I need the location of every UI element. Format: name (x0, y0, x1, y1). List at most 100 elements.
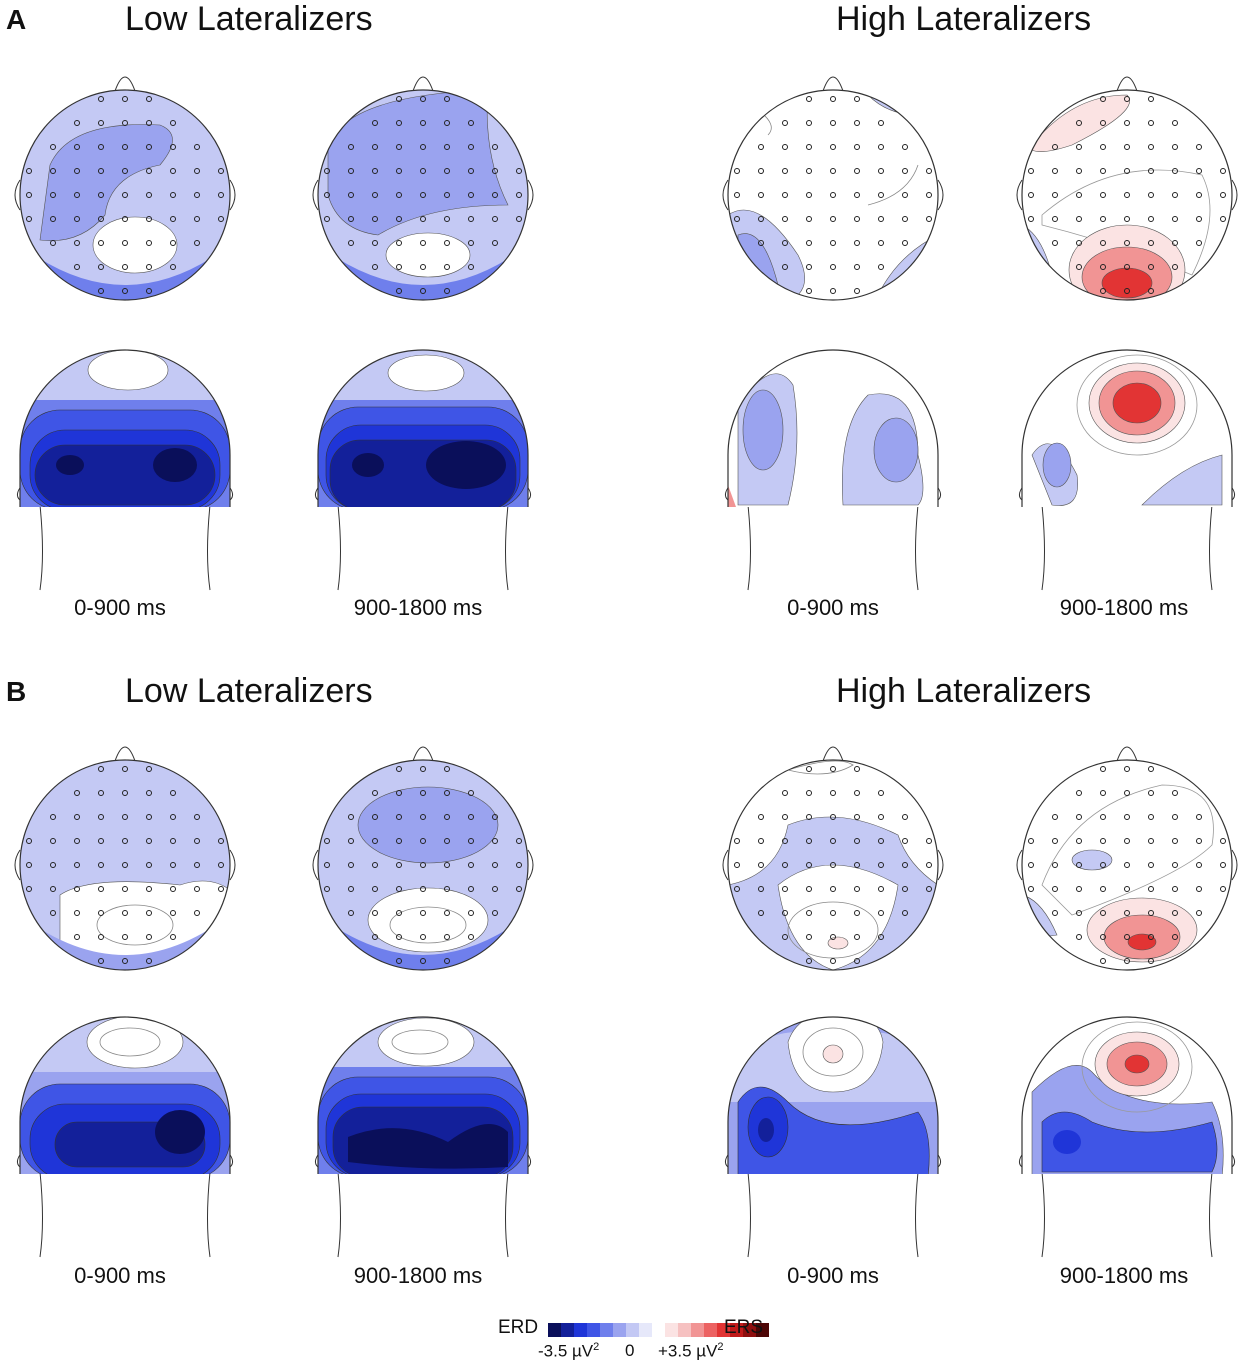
electrode-dot (348, 240, 354, 246)
electrode-dot (420, 862, 426, 868)
electrode-dot (444, 910, 450, 916)
electrode-dot (194, 144, 200, 150)
electrode-dot (1124, 958, 1130, 964)
electrode-dot (492, 886, 498, 892)
electrode-dot (98, 144, 104, 150)
electrode-dot (194, 240, 200, 246)
electrode-dot (122, 240, 128, 246)
electrode-dot (98, 120, 104, 126)
electrode-dot (396, 96, 402, 102)
electrode-dot (1076, 934, 1082, 940)
electrode-dot (1196, 168, 1202, 174)
electrode-dot (830, 790, 836, 796)
electrode-dot (1196, 240, 1202, 246)
electrode-dot (26, 838, 32, 844)
electrode-dot (782, 264, 788, 270)
electrode-dot (830, 934, 836, 940)
electrode-dot (830, 838, 836, 844)
title-a-low: Low Lateralizers (125, 0, 373, 38)
electrode-dot (1052, 144, 1058, 150)
electrode-dot (468, 120, 474, 126)
electrode-dot (50, 192, 56, 198)
electrode-dot (1148, 886, 1154, 892)
electrode-dot (146, 192, 152, 198)
electrode-dot (170, 886, 176, 892)
electrode-dot (1148, 216, 1154, 222)
electrode-dot (806, 862, 812, 868)
electrode-dot (98, 168, 104, 174)
electrode-dot (218, 862, 224, 868)
electrode-dot (146, 886, 152, 892)
topomap-a-high-900-1800-back (1018, 349, 1236, 591)
electrode-dot (194, 838, 200, 844)
electrode-dot (806, 288, 812, 294)
electrode-dot (1052, 862, 1058, 868)
electrode-dot (26, 862, 32, 868)
electrode-dot (926, 838, 932, 844)
electrode-dot (1076, 790, 1082, 796)
electrode-dot (98, 216, 104, 222)
electrode-dot (396, 264, 402, 270)
legend-erd-label: ERD (498, 1317, 539, 1338)
electrode-dot (468, 240, 474, 246)
electrode-dot (372, 910, 378, 916)
electrode-dot (1124, 240, 1130, 246)
electrode-dot (1076, 216, 1082, 222)
legend-swatch (743, 1323, 756, 1337)
topomap-b-high-900-1800-back (1018, 1016, 1236, 1258)
electrode-dot (1172, 240, 1178, 246)
electrode-dot (854, 766, 860, 772)
electrode-dot (854, 192, 860, 198)
electrode-dot (758, 168, 764, 174)
electrode-dot (1196, 144, 1202, 150)
legend-ers-label: ERS (724, 1317, 764, 1338)
electrode-dot (806, 814, 812, 820)
electrode-dot (1100, 168, 1106, 174)
electrode-dot (878, 192, 884, 198)
electrode-dot (758, 192, 764, 198)
electrode-dot (1172, 910, 1178, 916)
electrode-dot (1148, 790, 1154, 796)
legend-swatch (704, 1323, 717, 1337)
electrode-dot (830, 168, 836, 174)
electrode-dot (122, 264, 128, 270)
electrode-dot (122, 192, 128, 198)
electrode-dot (324, 862, 330, 868)
electrode-dot (1100, 766, 1106, 772)
electrode-dot (902, 838, 908, 844)
electrode-dot (26, 216, 32, 222)
electrode-dot (396, 934, 402, 940)
electrode-dot (74, 216, 80, 222)
legend-swatch (587, 1323, 600, 1337)
electrode-dot (444, 168, 450, 174)
electrode-dot (806, 838, 812, 844)
electrode-dot (170, 862, 176, 868)
electrode-dot (492, 814, 498, 820)
electrode-dot (758, 910, 764, 916)
electrode-dot (170, 216, 176, 222)
time-label-b-high-1: 0-900 ms (787, 1263, 879, 1288)
electrode-dot (468, 264, 474, 270)
electrode-dot (758, 838, 764, 844)
electrode-dot (854, 814, 860, 820)
electrode-dot (1100, 838, 1106, 844)
title-b-high: High Lateralizers (836, 672, 1092, 710)
electrode-dot (324, 216, 330, 222)
electrode-dot (1100, 144, 1106, 150)
electrode-dot (74, 910, 80, 916)
electrode-dot (170, 192, 176, 198)
electrode-dot (1100, 240, 1106, 246)
electrode-dot (1100, 216, 1106, 222)
electrode-dot (146, 838, 152, 844)
electrode-dot (830, 120, 836, 126)
electrode-dot (74, 120, 80, 126)
electrode-dot (146, 240, 152, 246)
electrode-dot (926, 168, 932, 174)
electrode-dot (74, 240, 80, 246)
electrode-dot (122, 814, 128, 820)
electrode-dot (1220, 838, 1226, 844)
electrode-dot (170, 790, 176, 796)
electrode-dot (396, 958, 402, 964)
electrode-dot (1172, 192, 1178, 198)
